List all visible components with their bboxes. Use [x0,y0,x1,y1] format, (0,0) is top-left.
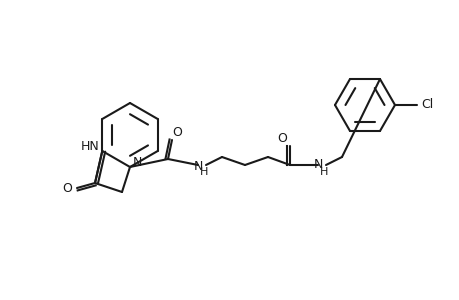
Text: H: H [319,167,327,177]
Text: O: O [172,127,182,140]
Text: H: H [199,167,208,177]
Text: Cl: Cl [420,98,432,112]
Text: N: N [193,160,202,172]
Text: O: O [276,131,286,145]
Text: N: N [313,158,322,172]
Text: O: O [62,182,72,194]
Text: HN: HN [81,140,100,154]
Text: N: N [132,155,141,169]
